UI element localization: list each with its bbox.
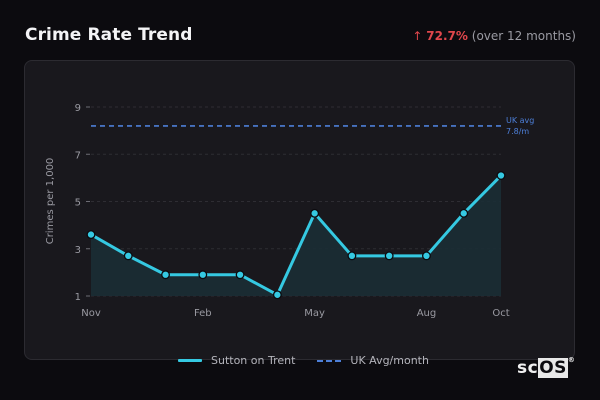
data-point — [86, 230, 96, 240]
legend-item-sutton[interactable]: Sutton on Trent — [178, 354, 295, 367]
series-line — [90, 174, 503, 297]
data-point — [161, 270, 170, 280]
x-tick-label: May — [304, 308, 325, 319]
uk-avg-value: 7.8/m — [506, 127, 529, 136]
y-tick-label: 5 — [75, 198, 81, 209]
uk-avg-label: UK avg — [506, 116, 534, 125]
legend-item-uk-avg[interactable]: UK Avg/month — [317, 354, 429, 367]
change-indicator: ↑ 72.7% (over 12 months) — [412, 29, 576, 43]
data-point — [496, 171, 506, 180]
y-tick-label: 9 — [75, 103, 81, 114]
logo-highlight: OS — [538, 358, 568, 378]
dashed-line-swatch-icon — [317, 359, 342, 362]
page-title: Crime Rate Trend — [25, 25, 193, 45]
data-point — [235, 270, 245, 280]
data-point — [422, 251, 431, 261]
x-tick-label: Feb — [194, 308, 212, 319]
data-point — [310, 208, 320, 218]
arrow-up-icon: ↑ — [412, 29, 423, 43]
legend-label: UK Avg/month — [350, 354, 429, 367]
x-tick-label: Nov — [81, 308, 101, 319]
y-tick-label: 3 — [75, 245, 81, 256]
data-point — [459, 208, 469, 218]
data-point — [272, 290, 282, 300]
x-tick-label: Aug — [417, 308, 437, 319]
data-point — [384, 251, 394, 261]
data-point — [198, 270, 208, 280]
data-point — [347, 251, 357, 261]
change-period: (over 12 months) — [471, 29, 576, 43]
y-tick-label: 1 — [75, 292, 81, 303]
scos-logo: scOS® — [517, 356, 576, 378]
registered-mark: ® — [567, 356, 576, 364]
solid-line-swatch-icon — [178, 359, 202, 362]
legend-label: Sutton on Trent — [211, 354, 296, 367]
y-axis-label: Crimes per 1,000 — [45, 158, 56, 245]
series-area — [91, 175, 501, 296]
logo-prefix: sc — [517, 358, 539, 378]
change-percentage: 72.7% — [426, 29, 468, 43]
chart-legend: Sutton on Trent UK Avg/month — [178, 354, 451, 367]
x-tick-label: Oct — [492, 308, 509, 319]
data-point — [123, 251, 133, 261]
y-tick-label: 7 — [75, 150, 81, 161]
